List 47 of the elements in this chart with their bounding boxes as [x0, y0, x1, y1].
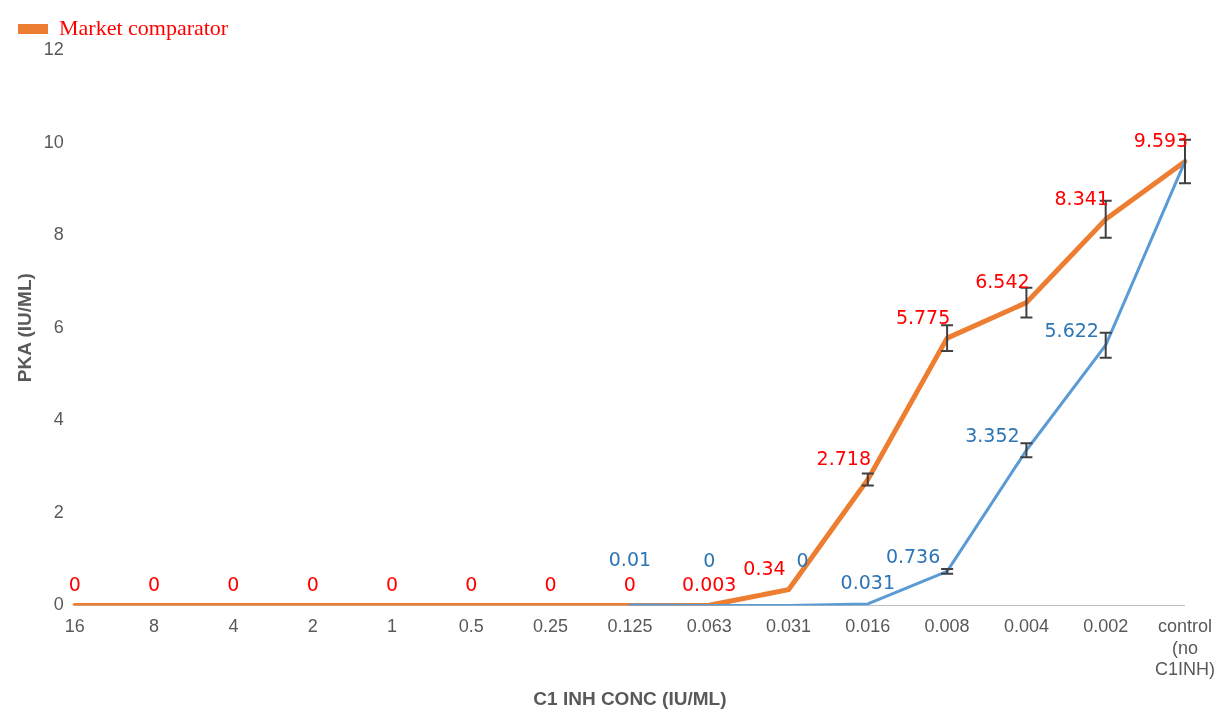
data-label: 9.593 [1133, 128, 1189, 151]
data-label: 0.736 [885, 544, 941, 567]
x-axis-title: C1 INH CONC (IU/ML) [533, 687, 727, 709]
y-axis-title: PKA (IU/ML) [13, 273, 35, 383]
data-label: 0 [544, 572, 557, 595]
x-tick-label: 0.002 [1083, 616, 1129, 637]
data-label: 0.031 [840, 571, 896, 594]
data-label: 0 [306, 572, 319, 595]
data-label: 6.542 [975, 270, 1030, 293]
data-label: 3.352 [965, 423, 1020, 446]
x-tick-label: 8 [149, 616, 160, 637]
data-label: 0 [465, 572, 478, 595]
y-tick-label: 0 [53, 594, 64, 615]
y-tick-label: 4 [53, 409, 64, 430]
x-tick-label: 0.004 [1003, 616, 1049, 637]
x-tick-label: 0.5 [458, 616, 484, 637]
data-label: 0.003 [682, 572, 737, 595]
x-tick-label: 4 [228, 616, 239, 637]
x-tick-label: 2 [307, 616, 318, 637]
x-tick-label: 0.063 [686, 616, 732, 637]
data-label: 0 [385, 572, 399, 595]
data-label: 0 [703, 548, 716, 571]
data-label: 0 [227, 572, 240, 595]
data-label: 0 [796, 548, 809, 571]
data-label: 0.01 [608, 548, 652, 571]
y-tick-label: 12 [43, 38, 64, 59]
x-tick-label: 0.008 [924, 616, 970, 637]
x-tick-label: 0.125 [607, 616, 653, 637]
data-label: 0 [148, 572, 161, 595]
x-tick-label: 1 [387, 616, 398, 637]
y-tick-label: 8 [53, 224, 64, 245]
y-tick-label: 6 [53, 316, 64, 337]
data-label: 0.34 [743, 557, 786, 580]
x-tick-label: control (no C1INH) [1154, 616, 1216, 680]
data-label: 0 [68, 572, 81, 595]
x-tick-label: 0.031 [765, 616, 812, 637]
y-tick-label: 10 [43, 131, 64, 152]
legend-label: Market comparator [59, 14, 229, 40]
data-label: 0 [623, 572, 636, 595]
data-label: 5.775 [895, 305, 951, 328]
data-label: 8.341 [1054, 186, 1109, 209]
data-label: 5.622 [1044, 318, 1099, 341]
x-tick-label: 16 [64, 616, 85, 637]
x-tick-label: 0.016 [845, 616, 891, 637]
y-tick-label: 2 [53, 501, 64, 522]
x-tick-label: 0.25 [533, 616, 569, 637]
data-label: 2.718 [816, 447, 872, 470]
